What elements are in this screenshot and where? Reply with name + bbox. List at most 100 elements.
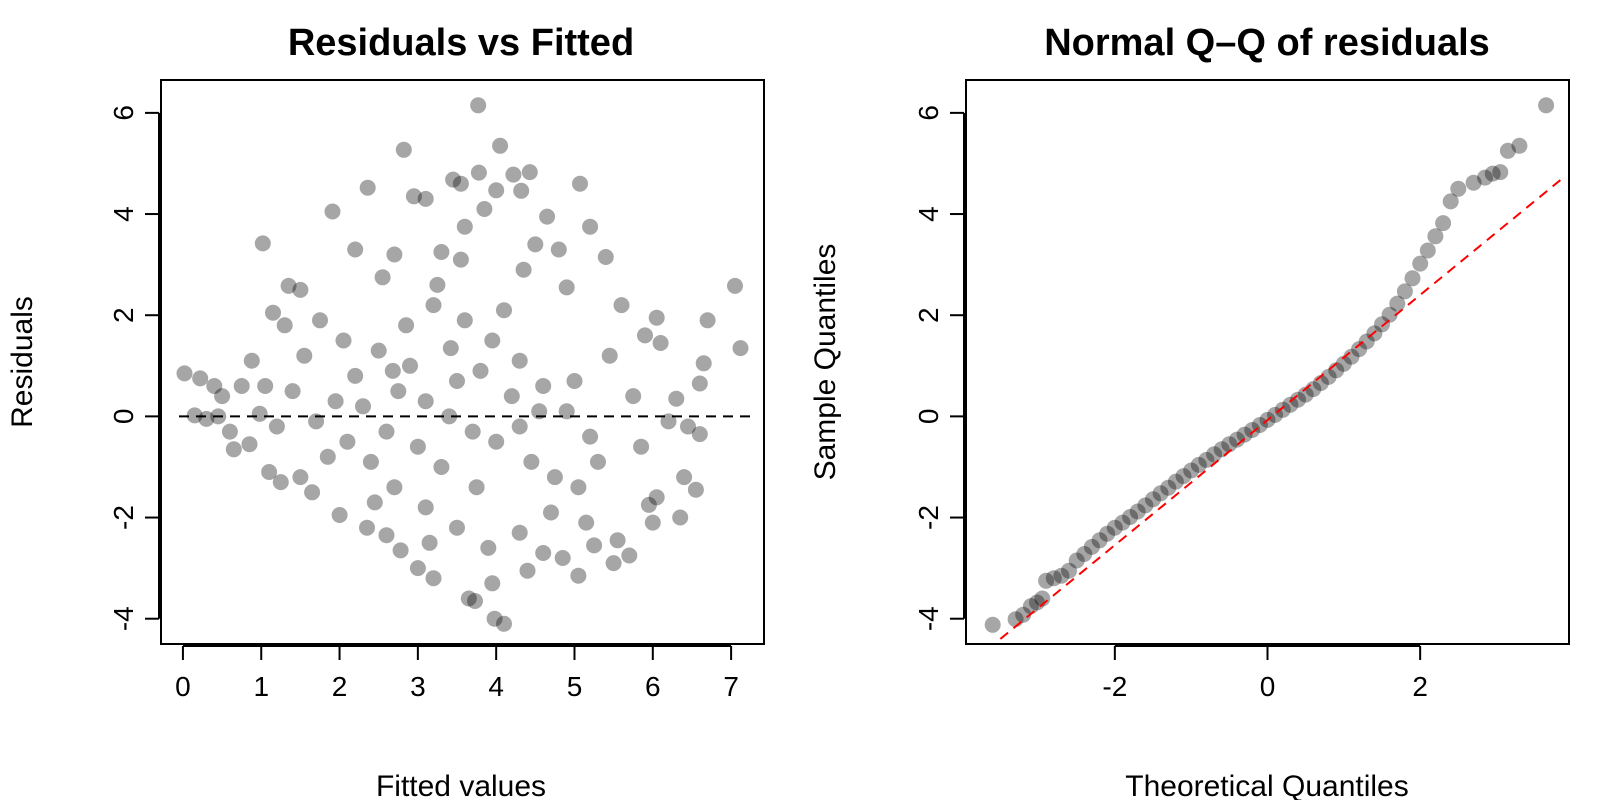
data-point [1465,174,1482,191]
data-point [304,484,321,501]
data-point [327,393,344,410]
data-point [515,261,532,278]
data-point [1099,525,1116,542]
data-point [527,236,544,253]
data-point [417,190,434,207]
data-point [1412,255,1429,272]
data-point [578,514,595,531]
data-point [1358,333,1375,350]
y-tick-label: 6 [913,105,944,121]
data-point [476,201,493,217]
data-point [1427,228,1444,245]
data-point [324,203,341,220]
data-point [613,297,630,314]
data-point [433,459,450,475]
data-point [1477,169,1493,186]
data-point [687,481,704,498]
data-point [1343,348,1360,365]
data-point [672,509,689,526]
plot-frame [965,79,1570,645]
data-point [265,304,281,321]
y-tick-label: 2 [913,307,944,323]
data-point [362,453,379,470]
data-point [1450,180,1467,197]
x-axis-label: Theoretical Quantiles [1125,770,1408,800]
data-point [1484,165,1501,182]
data-point [1389,295,1406,312]
data-point [550,241,567,258]
data-point [597,249,614,265]
data-point [1320,368,1337,385]
data-point [347,367,364,384]
data-point [1122,509,1139,525]
data-point [1053,567,1070,584]
data-point [652,335,669,351]
x-tick-label: 6 [645,671,661,702]
data-point [1198,451,1215,468]
data-point [425,570,442,587]
data-point [1061,562,1077,579]
data-point [374,269,391,286]
data-point [1229,431,1245,448]
y-tick-label: 2 [108,307,139,323]
data-point [732,340,749,357]
data-point [421,534,438,551]
data-point [464,423,481,440]
data-point [511,418,528,435]
data-point [308,413,325,430]
data-point [521,164,538,181]
data-point [335,332,352,349]
data-point [644,514,661,531]
data-point [566,373,583,389]
data-point [378,423,395,440]
data-point [251,405,268,422]
data-point [425,297,442,314]
data-point [312,312,328,329]
data-point [523,453,540,470]
data-point [452,251,469,268]
data-point [1152,485,1169,502]
data-point [452,175,469,192]
data-point [472,362,489,379]
data-point [1167,473,1184,490]
data-point [261,464,278,480]
data-point [1206,446,1223,463]
data-point [456,218,473,235]
data-point [1106,519,1123,536]
data-point [395,141,412,158]
y-axis-label: Residuals [6,296,39,428]
data-point [1091,532,1108,549]
data-point [699,312,716,329]
data-point [1499,142,1516,159]
data-point [176,365,193,382]
data-point [601,347,618,364]
chart-title: Residuals vs Fitted [288,22,634,64]
x-axis-label: Fitted values [376,770,546,800]
x-axis-ticks: 0 1 2 3 4 5 6 7 [175,645,739,702]
data-point [535,545,552,561]
x-tick-label: 1 [253,671,269,702]
y-tick-label: 4 [108,206,139,222]
data-point [359,179,376,196]
data-point [280,277,297,294]
data-point [347,241,364,258]
data-point [1435,215,1452,232]
data-point [535,378,552,394]
data-point [378,527,395,544]
data-point [402,357,418,374]
data-point [480,539,497,556]
data-point [392,542,409,559]
data-point [496,302,512,319]
y-tick-label: -2 [913,505,944,530]
data-point [386,246,403,263]
data-point [496,615,512,632]
data-point [531,403,548,420]
data-point [409,560,426,577]
data-point [225,441,242,458]
data-point [366,494,383,511]
data-point [539,208,556,225]
data-point [984,616,1001,633]
data-point [417,499,434,516]
data-point [268,418,285,435]
data-point [503,388,520,405]
